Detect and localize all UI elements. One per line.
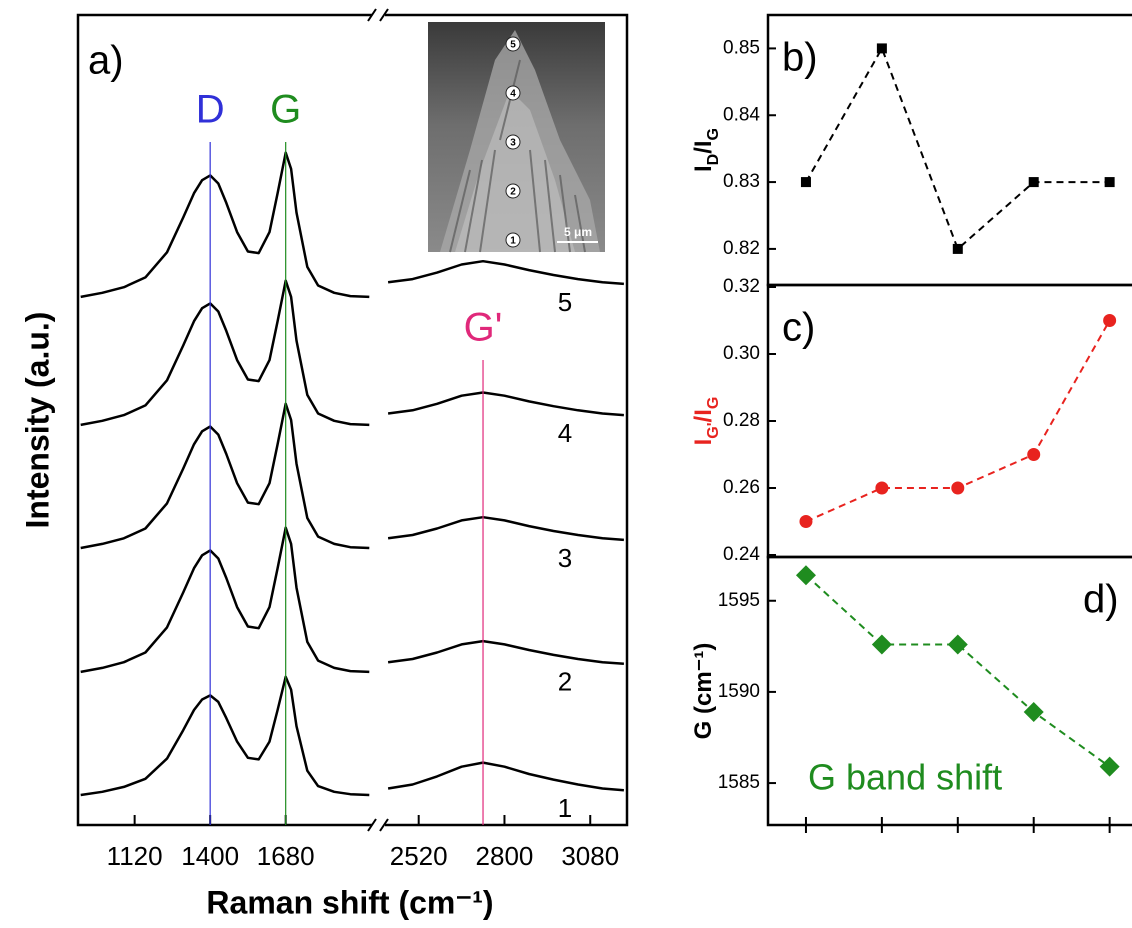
y-axis-label-part: G — [705, 397, 722, 409]
spectrum-line — [387, 761, 624, 792]
y-tick-label: 1590 — [718, 681, 760, 702]
inset-marker — [505, 85, 521, 101]
panel-label: c) — [782, 306, 815, 350]
x-tick-label: 3080 — [561, 841, 619, 871]
spectrum-label: 4 — [558, 418, 572, 448]
spectrum-line — [80, 675, 370, 797]
spectrum-label: 1 — [558, 793, 572, 823]
y-axis-label-part: I — [690, 165, 717, 172]
data-marker — [875, 481, 889, 495]
y-tick-label: 1585 — [718, 772, 760, 793]
trend-line — [805, 574, 1111, 768]
spectrum-line — [387, 259, 624, 286]
inset-marker — [505, 36, 521, 52]
inset-marker — [505, 134, 521, 150]
panel-label: d) — [1083, 578, 1119, 622]
data-marker — [1104, 177, 1115, 188]
axis-break — [379, 818, 389, 832]
x-tick-label: 2520 — [390, 841, 448, 871]
peak-label: G' — [464, 306, 503, 350]
inset-marker-label: 2 — [510, 187, 516, 198]
y-axis-label-part: /I — [690, 140, 717, 153]
spectrum-line — [387, 515, 624, 542]
plot-frame — [766, 13, 1132, 287]
x-tick-label: 1680 — [257, 841, 315, 871]
peak-label: D — [196, 88, 225, 132]
spectrum-line — [80, 151, 370, 299]
data-marker — [952, 243, 963, 254]
data-marker — [1028, 177, 1039, 188]
spectrum-label: 3 — [558, 543, 572, 573]
peak-label: G — [270, 88, 301, 132]
panel-label: a) — [88, 39, 124, 83]
y-tick-label: 0.82 — [723, 238, 760, 259]
y-axis-label: G (cm⁻¹) — [690, 643, 717, 740]
x-tick-label: 1400 — [181, 841, 239, 871]
axis-break-gap — [372, 822, 385, 828]
spectrum-label: 5 — [558, 287, 572, 317]
plot-frame — [76, 13, 629, 827]
y-tick-label: 0.83 — [723, 171, 760, 192]
y-axis-label: Intensity (a.u.) — [19, 312, 55, 529]
data-marker — [876, 43, 887, 54]
inset-marker — [505, 183, 521, 199]
plot-frame — [766, 283, 1132, 559]
inset-marker-label: 4 — [510, 89, 516, 100]
y-tick-label: 0.85 — [723, 37, 760, 58]
scale-bar-label: 5 μm — [564, 225, 592, 239]
trend-line — [805, 46, 1110, 251]
axis-break — [379, 8, 389, 22]
spectrum-line — [80, 526, 370, 674]
data-marker — [1099, 756, 1120, 777]
y-axis-label: ID/IG — [690, 128, 721, 172]
axis-break — [367, 818, 377, 832]
data-marker — [947, 634, 968, 655]
y-tick-label: 0.24 — [723, 544, 760, 565]
panel-label: b) — [782, 36, 818, 80]
spectrum-line — [387, 639, 624, 666]
data-marker — [795, 565, 816, 586]
data-marker — [1027, 447, 1041, 461]
y-axis-label-part: G' — [705, 422, 722, 438]
inset-marker-label: 3 — [510, 138, 516, 149]
y-tick-label: 0.32 — [723, 276, 760, 297]
data-marker — [951, 481, 965, 495]
data-marker — [871, 634, 892, 655]
annotation: G band shift — [808, 757, 1002, 798]
y-axis-label: IG'/IG — [690, 397, 721, 446]
inset-marker-label: 5 — [510, 40, 516, 51]
x-tick-label: 1120 — [107, 841, 163, 871]
data-marker — [799, 514, 813, 528]
x-tick-label: 2800 — [476, 841, 534, 871]
spectrum-label: 2 — [558, 667, 572, 697]
y-axis-label-part: /I — [690, 409, 717, 422]
y-tick-label: 1595 — [718, 590, 760, 611]
axis-break — [367, 8, 377, 22]
data-marker — [800, 177, 811, 188]
y-tick-label: 0.84 — [723, 104, 760, 125]
axis-break-gap — [372, 12, 385, 18]
spectrum-line — [80, 402, 370, 550]
y-axis-label-part: D — [705, 154, 722, 166]
y-tick-label: 0.26 — [723, 477, 760, 498]
spectrum-line — [80, 279, 370, 427]
data-marker — [1023, 701, 1044, 722]
y-tick-label: 0.28 — [723, 410, 760, 431]
y-tick-label: 0.30 — [723, 343, 760, 364]
y-axis-label-part: I — [690, 439, 717, 446]
inset-marker-label: 1 — [510, 236, 516, 247]
y-axis-label-part: G (cm⁻¹) — [690, 643, 717, 740]
spectrum-line — [387, 391, 624, 417]
inset-marker — [505, 232, 521, 248]
data-marker — [1103, 314, 1117, 328]
y-axis-label-part: G — [705, 128, 722, 140]
x-axis-label: Raman shift (cm⁻¹) — [206, 884, 493, 920]
